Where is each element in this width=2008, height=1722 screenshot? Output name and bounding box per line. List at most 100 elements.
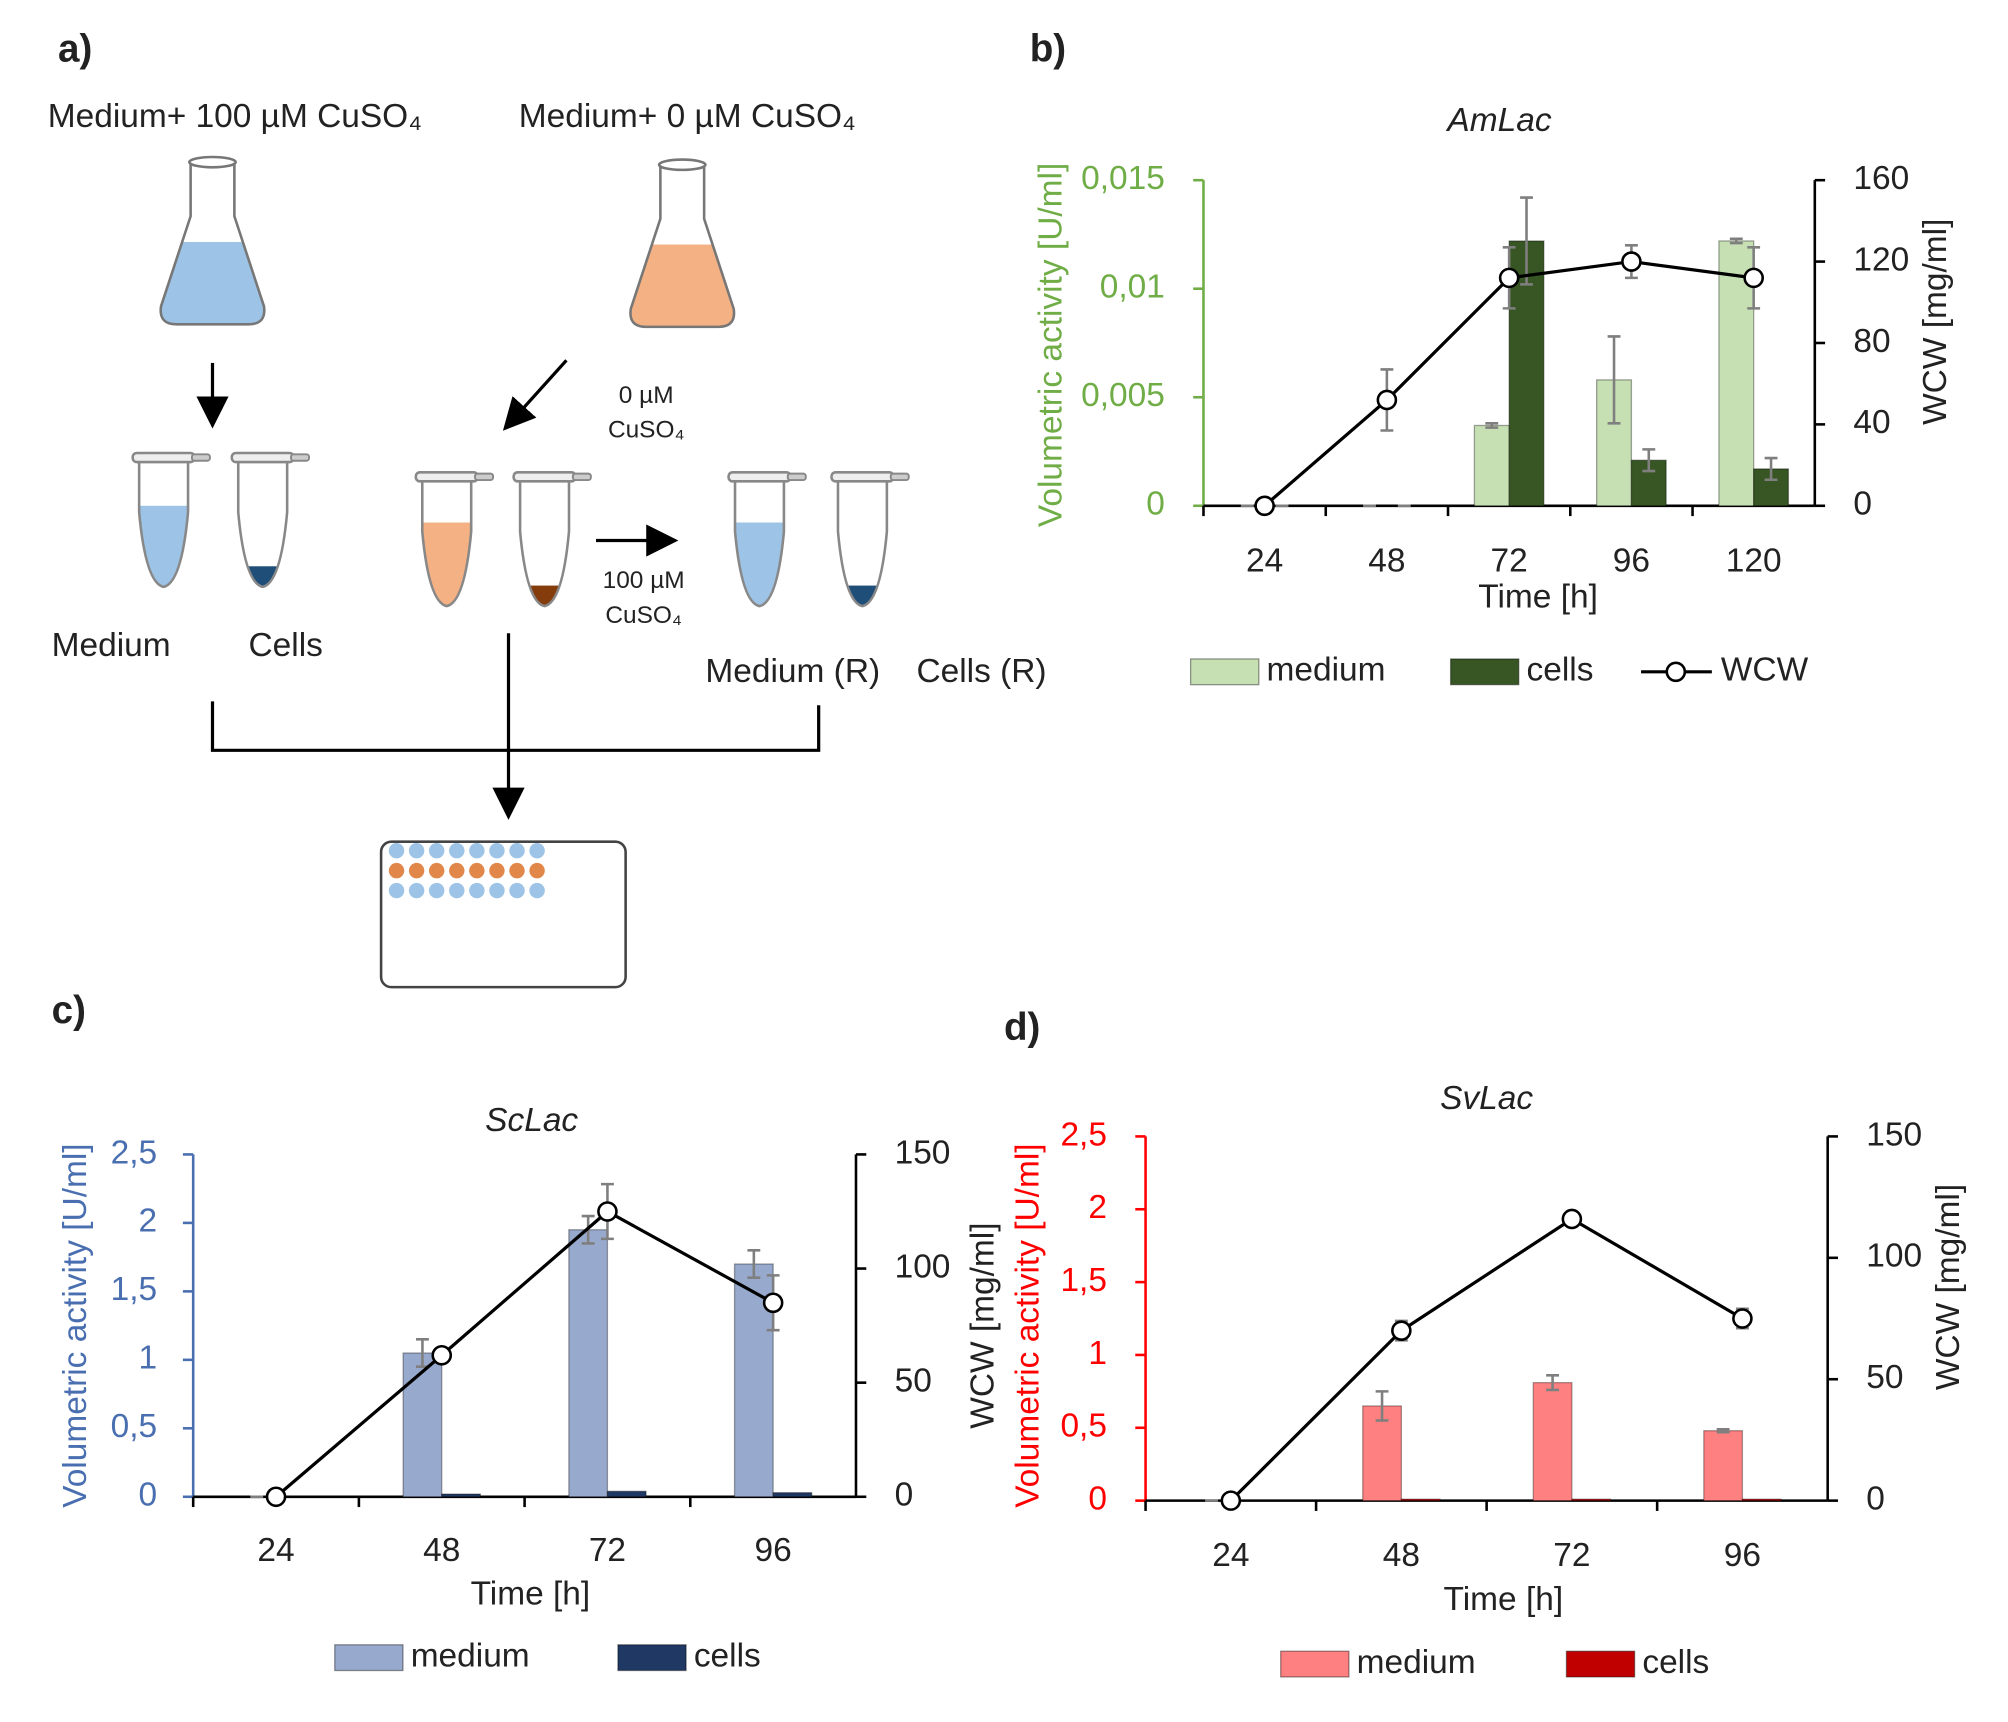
tube-lid bbox=[830, 471, 895, 483]
bar bbox=[772, 1492, 813, 1498]
tube-lid bbox=[727, 471, 792, 483]
flask-rim bbox=[657, 158, 707, 172]
tube-lid bbox=[512, 471, 577, 483]
line bbox=[1229, 1217, 1744, 1502]
well bbox=[469, 882, 485, 899]
y2-tick-label: 160 bbox=[1853, 160, 1909, 197]
y2-tick-label: 120 bbox=[1853, 241, 1909, 278]
tube-tab bbox=[786, 472, 807, 482]
well bbox=[388, 862, 405, 879]
well bbox=[469, 862, 485, 879]
error-bar bbox=[1546, 1374, 1560, 1392]
legend-label: medium bbox=[1357, 1644, 1476, 1681]
chart-title: SvLac bbox=[1440, 1080, 1533, 1117]
y-tick-label: 0,005 bbox=[1081, 377, 1165, 414]
y-tick-label: 0,015 bbox=[1081, 160, 1165, 197]
point bbox=[597, 1201, 618, 1222]
panel-label: d) bbox=[1004, 1006, 1040, 1049]
liquid bbox=[139, 505, 189, 587]
y-tick-label: 2 bbox=[139, 1203, 158, 1240]
x-tick-label: 96 bbox=[755, 1532, 792, 1569]
tube-tab bbox=[889, 472, 910, 482]
bar bbox=[1703, 1430, 1744, 1502]
panel-label: a) bbox=[58, 28, 92, 71]
flask bbox=[629, 163, 736, 329]
x-axis-label: Time [h] bbox=[1478, 578, 1598, 615]
well bbox=[428, 862, 445, 879]
well bbox=[388, 882, 405, 899]
x-tick-label: 72 bbox=[1553, 1537, 1590, 1574]
point bbox=[1254, 495, 1275, 517]
x-axis-label: Time [h] bbox=[471, 1576, 591, 1613]
well bbox=[529, 862, 545, 879]
well bbox=[509, 882, 525, 899]
well bbox=[489, 842, 505, 859]
panel-label: b) bbox=[1030, 28, 1066, 71]
legend-swatch bbox=[1665, 661, 1687, 683]
legend-swatch bbox=[1449, 658, 1520, 686]
well bbox=[449, 842, 465, 859]
chart-title: AmLac bbox=[1445, 102, 1551, 139]
y-tick-label: 1 bbox=[139, 1340, 158, 1377]
error-bar bbox=[1607, 335, 1621, 425]
y2-tick-label: 80 bbox=[1853, 323, 1890, 360]
tube bbox=[733, 478, 786, 608]
y2-tick-label: 50 bbox=[1866, 1359, 1903, 1396]
y2-axis-label: WCW [mg/ml] bbox=[1917, 219, 1954, 425]
tube-label: Medium bbox=[52, 627, 171, 664]
well bbox=[529, 882, 545, 899]
liquid bbox=[160, 241, 265, 325]
x-tick-label: 24 bbox=[1212, 1537, 1249, 1574]
arrow-label: 100 µM bbox=[603, 567, 685, 594]
point bbox=[1376, 389, 1398, 411]
well bbox=[449, 862, 465, 879]
y-tick-label: 0 bbox=[1088, 1480, 1107, 1517]
chart: d) SvLac Volumetric activity [U/ml] WCW [mg… bbox=[1004, 1006, 1967, 1681]
point bbox=[1391, 1320, 1412, 1341]
point bbox=[1732, 1308, 1753, 1329]
flask-label: Medium+ 100 µM CuSO₄ bbox=[48, 98, 422, 135]
flask bbox=[159, 160, 266, 326]
error-bar bbox=[1485, 422, 1499, 429]
x-tick-label: 24 bbox=[257, 1532, 294, 1569]
y-tick-label: 0,5 bbox=[111, 1408, 158, 1445]
y-tick-label: 1,5 bbox=[1060, 1262, 1107, 1299]
liquid bbox=[735, 522, 784, 607]
x-tick-label: 72 bbox=[1491, 542, 1528, 579]
y-tick-label: 0 bbox=[1146, 486, 1165, 523]
arrow-label: CuSO₄ bbox=[608, 417, 685, 444]
tube-tab bbox=[571, 472, 592, 482]
error-bar bbox=[1642, 448, 1656, 473]
y2-axis-label: WCW [mg/ml] bbox=[1930, 1184, 1967, 1390]
error-bar bbox=[747, 1249, 761, 1279]
x-tick-label: 96 bbox=[1613, 542, 1650, 579]
y-tick-label: 1 bbox=[1088, 1335, 1107, 1372]
x-tick-label: 24 bbox=[1246, 542, 1283, 579]
error-bar bbox=[1375, 1390, 1389, 1422]
x-tick-label: 48 bbox=[1368, 542, 1405, 579]
x-tick-label: 96 bbox=[1724, 1537, 1761, 1574]
well bbox=[469, 842, 485, 859]
y-tick-label: 0,5 bbox=[1060, 1408, 1107, 1445]
bar bbox=[441, 1493, 481, 1498]
legend-swatch bbox=[617, 1644, 687, 1672]
tube bbox=[420, 478, 473, 608]
bar bbox=[1571, 1498, 1612, 1502]
tube-lid bbox=[230, 451, 295, 464]
error-bar bbox=[1764, 456, 1778, 482]
arrow-label: 0 µM bbox=[619, 382, 674, 409]
y2-tick-label: 100 bbox=[1866, 1238, 1922, 1275]
well bbox=[408, 842, 425, 859]
y2-tick-label: 40 bbox=[1853, 404, 1890, 441]
error-bar bbox=[1716, 1427, 1730, 1434]
x-tick-label: 48 bbox=[1383, 1537, 1420, 1574]
tube bbox=[236, 459, 289, 589]
y2-tick-label: 0 bbox=[895, 1477, 914, 1514]
point bbox=[1498, 267, 1520, 289]
legend-label: medium bbox=[411, 1637, 530, 1674]
tube bbox=[518, 478, 571, 608]
y2-tick-label: 100 bbox=[895, 1248, 951, 1285]
flask-label: Medium+ 0 µM CuSO₄ bbox=[519, 98, 856, 135]
y-tick-label: 1,5 bbox=[111, 1271, 158, 1308]
well bbox=[428, 882, 445, 899]
